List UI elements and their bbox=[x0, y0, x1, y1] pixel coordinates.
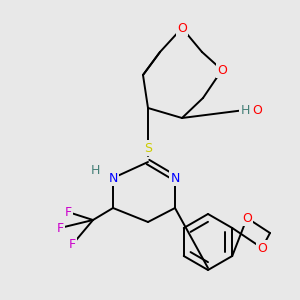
Text: O: O bbox=[242, 212, 252, 224]
Text: F: F bbox=[68, 238, 76, 251]
Text: F: F bbox=[56, 221, 64, 235]
Text: O: O bbox=[177, 22, 187, 34]
Text: O: O bbox=[257, 242, 267, 254]
Text: H: H bbox=[240, 103, 250, 116]
Text: O: O bbox=[217, 64, 227, 76]
Text: F: F bbox=[64, 206, 72, 218]
Text: H: H bbox=[90, 164, 100, 176]
Text: N: N bbox=[170, 172, 180, 184]
Text: N: N bbox=[108, 172, 118, 184]
Text: O: O bbox=[252, 103, 262, 116]
Text: S: S bbox=[144, 142, 152, 154]
